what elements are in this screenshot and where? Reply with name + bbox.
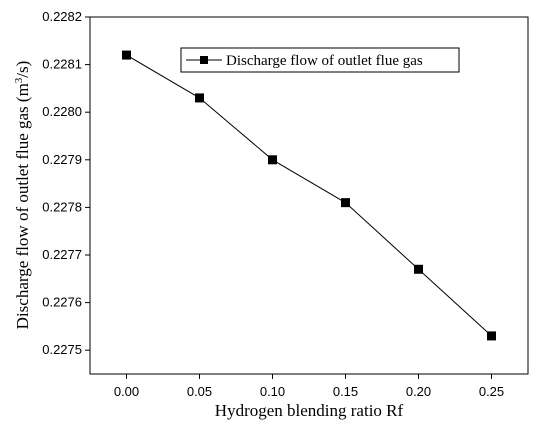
- y-tick-label: 0.2279: [42, 152, 82, 167]
- data-point: [195, 93, 204, 103]
- legend-label: Discharge flow of outlet flue gas: [226, 53, 423, 69]
- y-tick-label: 0.2281: [42, 57, 82, 72]
- x-tick-label: 0.25: [479, 384, 504, 399]
- y-axis-title-main: Discharge flow of outlet flue gas (m: [13, 83, 32, 329]
- y-tick-label: 0.2282: [42, 9, 82, 24]
- data-point: [268, 155, 277, 165]
- legend-box: [180, 47, 460, 73]
- x-tick-label: 0.05: [187, 384, 212, 399]
- y-axis-title: Discharge flow of outlet flue gas (m3/s): [13, 61, 32, 330]
- y-axis-title-end: /s): [13, 61, 32, 78]
- x-tick-label: 0.20: [406, 384, 431, 399]
- y-tick-label: 0.2278: [42, 199, 82, 214]
- data-point: [487, 331, 496, 341]
- series-line: [126, 54, 492, 337]
- plot-frame: [89, 16, 529, 375]
- series-points: [122, 50, 496, 341]
- data-point: [122, 50, 131, 60]
- data-point: [341, 198, 350, 208]
- y-tick-label: 0.2277: [42, 247, 82, 262]
- x-axis-title: Hydrogen blending ratio Rf: [215, 401, 404, 420]
- y-tick-label: 0.2275: [42, 342, 82, 357]
- data-point: [414, 264, 423, 274]
- y-axis: 0.2275 0.2276 0.2277 0.2278 0.2279 0.2280 0.22…: [42, 9, 90, 357]
- y-tick-label: 0.2280: [42, 104, 82, 119]
- legend-marker-sample: [200, 56, 208, 64]
- x-tick-label: 0.00: [114, 384, 139, 399]
- x-tick-label: 0.10: [260, 384, 285, 399]
- y-axis-title-sup: 3: [13, 77, 25, 83]
- legend: Discharge flow of outlet flue gas: [180, 47, 460, 73]
- x-axis: 0.00 0.05 0.10 0.15 0.20 0.25: [114, 374, 504, 399]
- y-tick-label: 0.2276: [42, 295, 82, 310]
- x-tick-label: 0.15: [333, 384, 358, 399]
